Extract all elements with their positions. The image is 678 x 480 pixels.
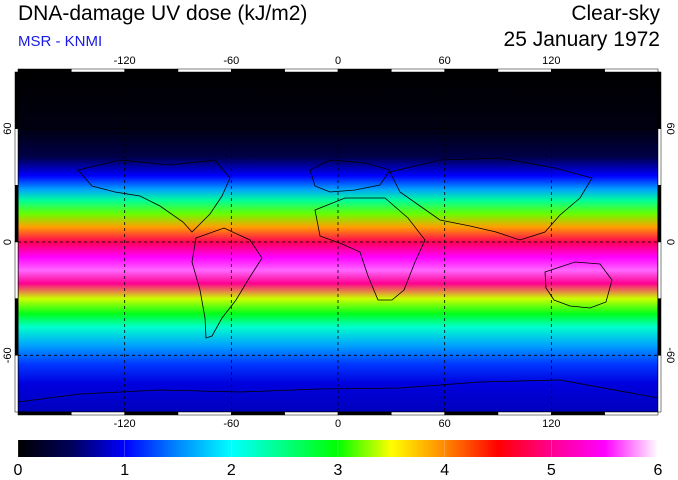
frame-bar-top: [124, 68, 179, 73]
frame-bar-right: [657, 128, 662, 186]
lon-tick-label-top: -120: [114, 55, 136, 67]
frame-bar-right: [657, 298, 662, 356]
colorbar: [18, 440, 658, 457]
africa-outline: [314, 197, 426, 301]
frame-bar-left: [14, 298, 19, 356]
frame-bar-bottom: [444, 411, 499, 416]
lat-tick-label-left: 0: [2, 239, 14, 245]
frame-bar-bottom: [337, 411, 392, 416]
frame-bar-bottom: [124, 411, 179, 416]
coastlines: [18, 157, 658, 403]
frame-bar-top: [17, 68, 72, 73]
lon-tick-label-top: -60: [223, 55, 239, 67]
frame-bar-right: [657, 241, 662, 299]
lat-tick-label-right: 0: [664, 239, 676, 245]
frame-bar-top: [497, 68, 552, 73]
frame-bar-top: [231, 68, 285, 73]
frame-bar-top: [551, 68, 605, 73]
frame-bar-bottom: [497, 411, 552, 416]
frame-bar-left: [14, 241, 19, 299]
frame-bar-right: [657, 185, 662, 243]
frame-bar-bottom: [177, 411, 232, 416]
north-america-outline: [77, 159, 231, 233]
frame-bar-top: [604, 68, 659, 73]
colorbar-tick-label: 2: [227, 462, 236, 479]
frame-bar-top: [444, 68, 499, 73]
frame-bar-bottom: [551, 411, 605, 416]
date-label: 25 January 1972: [503, 28, 660, 51]
lon-tick-label-bottom: 0: [335, 418, 341, 430]
antarctica-outline: [18, 379, 658, 403]
lon-tick-label-top: 0: [335, 55, 341, 67]
colorbar-tick-label: 6: [654, 462, 663, 479]
frame-bar-top: [284, 68, 339, 73]
frame-bar-top: [71, 68, 125, 73]
frame-bar-top: [177, 68, 232, 73]
colorbar-tick-label: 5: [547, 462, 556, 479]
lat-tick-label-right: 60: [664, 123, 676, 135]
colorbar-tick-label: 4: [440, 462, 449, 479]
lat-tick-label-left: -60: [2, 347, 14, 363]
asia-outline: [389, 157, 593, 241]
frame-bar-left: [14, 128, 19, 186]
frame-bar-top: [337, 68, 392, 73]
lat-tick-label-right: -60: [664, 347, 676, 363]
axis-labels: -120 -120 -60 -60 0 0 60 60 120 120 60 60 0 0 -60 -60: [2, 55, 676, 430]
colorbar-tick-label: 0: [14, 462, 23, 479]
frame-bar-left: [14, 355, 19, 413]
frame-bar-bottom: [231, 411, 285, 416]
map-title: DNA-damage UV dose (kJ/m2): [18, 2, 308, 25]
colorbar-ticks: 0 1 2 3 4 5 6: [14, 440, 663, 479]
lon-tick-label-top: 60: [439, 55, 451, 67]
south-america-outline: [191, 227, 263, 339]
europe-outline: [309, 159, 391, 193]
frame-bar-bottom: [391, 411, 445, 416]
frame-bar-left: [14, 185, 19, 243]
frame-bar-bottom: [604, 411, 659, 416]
gridlines: [18, 72, 658, 412]
frame-tick-bars: [14, 68, 662, 416]
frame-bar-bottom: [71, 411, 125, 416]
australia-outline: [544, 261, 613, 309]
frame-bar-bottom: [17, 411, 72, 416]
frame-bar-bottom: [284, 411, 339, 416]
source-label: MSR - KNMI: [18, 33, 103, 50]
lon-tick-label-bottom: 60: [439, 418, 451, 430]
colorbar-tick-label: 1: [120, 462, 129, 479]
frame-bar-right: [657, 71, 662, 129]
lat-tick-label-left: 60: [2, 123, 14, 135]
scenario-label: Clear-sky: [571, 2, 660, 25]
lon-tick-label-bottom: -60: [223, 418, 239, 430]
lon-tick-label-top: 120: [542, 55, 560, 67]
lon-tick-label-bottom: -120: [114, 418, 136, 430]
frame-bar-top: [391, 68, 445, 73]
colorbar-tick-label: 3: [334, 462, 343, 479]
frame-bar-right: [657, 355, 662, 413]
frame-bar-left: [14, 71, 19, 129]
lon-tick-label-bottom: 120: [542, 418, 560, 430]
